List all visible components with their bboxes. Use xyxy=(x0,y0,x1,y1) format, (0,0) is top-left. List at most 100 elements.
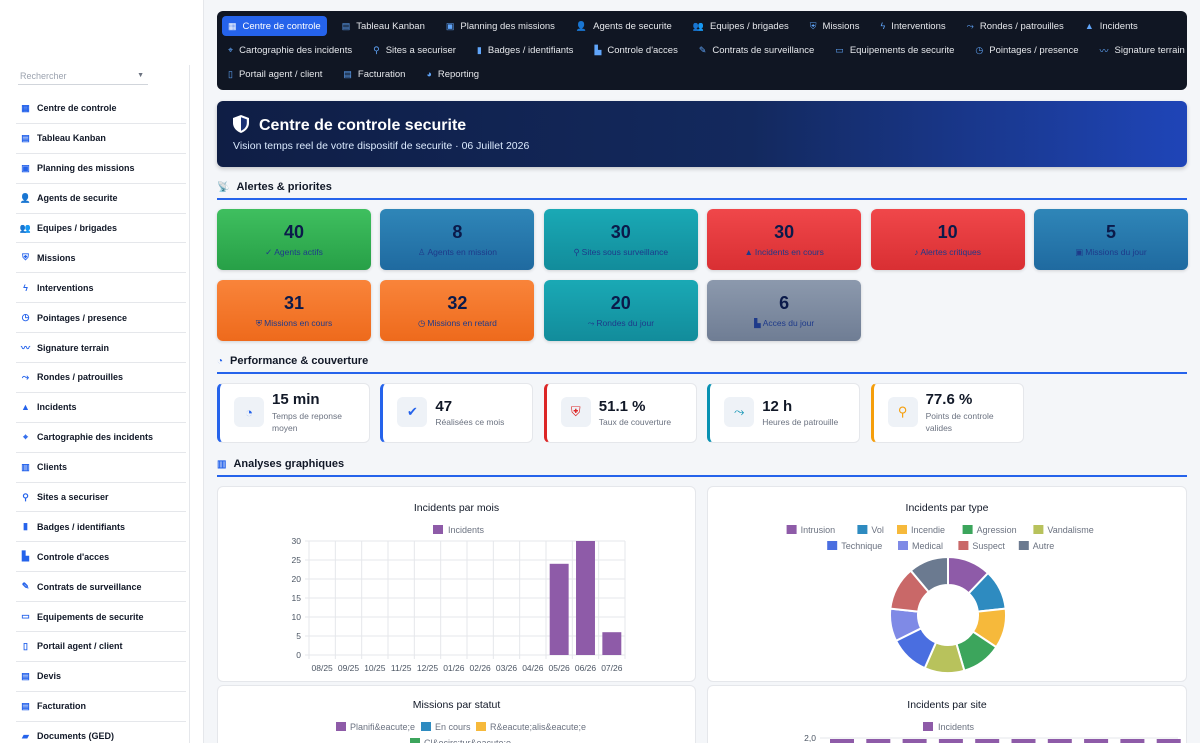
legend-item[interactable]: En cours xyxy=(421,722,471,732)
nav-item[interactable]: ◕ Reporting xyxy=(420,64,485,84)
sidebar-item[interactable]: 〰 Signature terrain xyxy=(16,333,186,364)
nav-item[interactable]: ⌖ Cartographie des incidents xyxy=(222,40,358,60)
search-select[interactable]: Rechercher ▼ xyxy=(18,67,148,85)
sidebar-item[interactable]: ▮ Badges / identifiants xyxy=(16,512,186,543)
kpi-value: 30 xyxy=(774,222,795,242)
sidebar-item[interactable]: ⤳ Rondes / patrouilles xyxy=(16,363,186,393)
nav-item[interactable]: 👥 Equipes / brigades xyxy=(687,16,795,36)
sidebar-item[interactable]: 👤 Agents de securite xyxy=(16,184,186,214)
nav-item[interactable]: ▮ Badges / identifiants xyxy=(471,40,580,60)
bar[interactable] xyxy=(1120,739,1145,743)
pie-slice[interactable] xyxy=(909,555,949,594)
legend-item[interactable]: Incidents xyxy=(923,722,975,732)
bar[interactable] xyxy=(866,739,891,743)
nav-item[interactable]: ◷ Pointages / presence xyxy=(969,40,1084,60)
bar[interactable] xyxy=(938,739,963,743)
gauge-icon: ◔ xyxy=(217,355,224,367)
bar[interactable] xyxy=(602,632,622,655)
legend-item[interactable]: Vandalisme xyxy=(1033,525,1094,535)
kpi-card[interactable]: 6 ▙ Acces du jour xyxy=(707,280,862,341)
section-alerts-title: Alertes & priorites xyxy=(236,181,332,193)
sidebar-item[interactable]: ▤ Facturation xyxy=(16,692,186,722)
incidents-month-chart: Incidents 0 5 10 15 20 25 30 08/25 09/25 10/25 11/2… xyxy=(292,525,626,673)
legend-item[interactable]: Autre xyxy=(1018,541,1055,551)
sidebar-item[interactable]: ⛨ Missions xyxy=(16,243,186,274)
sidebar-item[interactable]: ▭ Equipements de securite xyxy=(16,602,186,633)
sidebar-item[interactable]: ▤ Tableau Kanban xyxy=(16,124,186,154)
legend-item[interactable]: R&eacute;alis&eacute;e xyxy=(476,722,586,732)
kpi-card[interactable]: 30 ▲ Incidents en cours xyxy=(707,209,862,270)
building-icon: ▥ xyxy=(21,461,30,472)
bar[interactable] xyxy=(830,739,854,743)
nav-item[interactable]: ✎ Contrats de surveillance xyxy=(693,40,820,60)
sidebar-item[interactable]: ⌖ Cartographie des incidents xyxy=(16,423,186,453)
kpi-card[interactable]: 20 ⤳ Rondes du jour xyxy=(543,280,698,341)
mobile-icon: ▯ xyxy=(23,640,28,651)
legend-item[interactable]: Suspect xyxy=(958,541,1005,551)
sidebar-item[interactable]: ▤ Devis xyxy=(16,662,186,692)
kpi-card[interactable]: 8 ♙ Agents en mission xyxy=(380,209,535,270)
bar[interactable] xyxy=(1156,739,1181,743)
legend-item[interactable]: Cl&ocirc;tur&eacute;e xyxy=(410,738,511,743)
legend-swatch xyxy=(857,525,868,534)
legend-item[interactable]: Planifi&eacute;e xyxy=(336,722,415,732)
legend-label: Medical xyxy=(912,541,943,551)
page-title: Centre de controle securite xyxy=(259,117,467,134)
bar[interactable] xyxy=(1047,739,1072,743)
legend-item[interactable]: Incendie xyxy=(897,525,945,535)
check-circle-icon: ✔ xyxy=(397,397,428,427)
x-tick-label: 05/26 xyxy=(549,663,571,673)
nav-item[interactable]: ⤳ Rondes / patrouilles xyxy=(961,16,1070,36)
nav-item[interactable]: ▭ Equipements de securite xyxy=(829,40,960,60)
bar[interactable] xyxy=(902,739,927,743)
nav-item[interactable]: 👤 Agents de securite xyxy=(570,16,678,36)
nav-item[interactable]: ϟ Interventions xyxy=(874,16,951,36)
nav-item[interactable]: ▲ Incidents xyxy=(1079,16,1144,36)
nav-item[interactable]: 〰 Signature terrain xyxy=(1094,40,1191,60)
sidebar-item[interactable]: ▥ Clients xyxy=(16,453,186,483)
nav-item[interactable]: ▙ Controle d'acces xyxy=(588,40,683,60)
shield-icon: ⛨ xyxy=(22,252,29,263)
bar[interactable] xyxy=(1084,739,1109,743)
sidebar-item[interactable]: ▲ Incidents xyxy=(16,393,186,423)
sidebar-item[interactable]: ▙ Controle d'acces xyxy=(16,542,186,573)
kpi-card[interactable]: 31 ⛨ Missions en cours xyxy=(217,280,371,341)
sidebar-item[interactable]: ▦ Centre de controle xyxy=(16,94,186,124)
nav-item[interactable]: ▣ Planning des missions xyxy=(440,16,561,36)
bar[interactable] xyxy=(975,739,1000,743)
grid-icon: ▦ xyxy=(21,102,30,113)
bar[interactable] xyxy=(549,563,569,655)
bar[interactable] xyxy=(576,541,595,655)
kpi-label-row: ⚲ Sites sous surveillance xyxy=(544,247,698,258)
legend-item[interactable]: Vol xyxy=(857,525,884,535)
sidebar-item[interactable]: ✎ Contrats de surveillance xyxy=(16,572,186,603)
sidebar-item[interactable]: ◷ Pointages / presence xyxy=(16,303,186,334)
legend-item[interactable]: Agression xyxy=(962,525,1017,535)
walking-icon: ♙ xyxy=(417,247,426,257)
legend-swatch xyxy=(421,722,431,731)
nav-item[interactable]: ▦ Centre de controle xyxy=(222,16,327,36)
legend-swatch xyxy=(1033,525,1044,534)
sidebar-item[interactable]: ▣ Planning des missions xyxy=(16,154,186,184)
kpi-card[interactable]: 10 ♪ Alertes critiques xyxy=(870,209,1025,270)
nav-item[interactable]: ⚲ Sites a securiser xyxy=(367,40,462,60)
legend-item[interactable]: Technique xyxy=(827,541,882,551)
sidebar-item[interactable]: ⚲ Sites a securiser xyxy=(16,483,186,513)
nav-item[interactable]: ▤ Tableau Kanban xyxy=(336,16,431,36)
sidebar-item[interactable]: 👥 Equipes / brigades xyxy=(16,214,186,244)
sidebar-item[interactable]: ▯ Portail agent / client xyxy=(16,632,186,662)
legend-swatch xyxy=(786,525,797,534)
kpi-card[interactable]: 40 ✓ Agents actifs xyxy=(217,209,371,270)
bar[interactable] xyxy=(1011,739,1036,743)
nav-item[interactable]: ▯ Portail agent / client xyxy=(222,64,328,84)
sidebar-item[interactable]: ▰ Documents (GED) xyxy=(16,722,186,743)
kpi-card[interactable]: 5 ▣ Missions du jour xyxy=(1034,209,1188,270)
warning-icon: ▲ xyxy=(744,247,753,257)
legend-item[interactable]: Intrusion xyxy=(786,525,836,535)
sidebar-item[interactable]: ϟ Interventions xyxy=(16,273,186,304)
legend-item[interactable]: Medical xyxy=(898,541,943,551)
nav-item[interactable]: ▤ Facturation xyxy=(337,64,411,84)
kpi-card[interactable]: 32 ◷ Missions en retard xyxy=(380,280,535,341)
nav-item[interactable]: ⛨ Missions xyxy=(804,16,866,36)
kpi-card[interactable]: 30 ⚲ Sites sous surveillance xyxy=(543,209,698,270)
